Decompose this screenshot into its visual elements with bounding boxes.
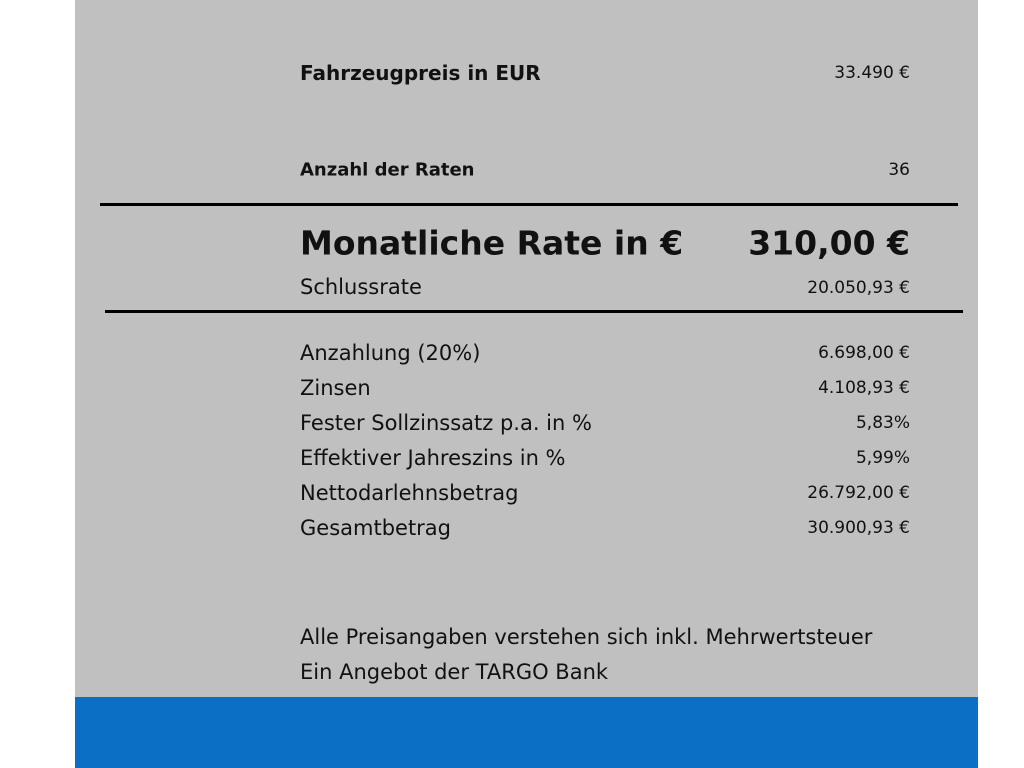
detail-value: 6.698,00 € [818,343,910,363]
detail-value: 30.900,93 € [807,518,910,538]
detail-label: Zinsen [300,376,371,400]
final-rate-value: 20.050,93 € [807,278,910,298]
detail-value: 4.108,93 € [818,378,910,398]
footer-band [75,697,978,768]
panel [75,0,978,697]
detail-label: Anzahlung (20%) [300,341,481,365]
detail-value: 5,99% [855,448,910,468]
detail-value: 5,83% [855,413,910,433]
detail-value: 26.792,00 € [807,483,910,503]
note: Ein Angebot der TARGO Bank [300,660,609,684]
price-value: 33.490 € [834,63,910,83]
detail-label: Nettodarlehnsbetrag [300,481,519,505]
monthly-rate-value: 310,00 € [748,223,910,263]
divider [105,310,963,313]
detail-label: Fester Sollzinssatz p.a. in % [300,411,592,435]
price-label: Fahrzeugpreis in EUR [300,61,541,85]
detail-label: Gesamtbetrag [300,516,452,540]
monthly-rate-label: Monatliche Rate in € [300,223,684,263]
installments-label: Anzahl der Raten [300,159,475,181]
detail-label: Effektiver Jahreszins in % [300,446,566,470]
final-rate-label: Schlussrate [300,275,422,299]
divider [100,203,958,206]
installments-value: 36 [888,160,910,180]
note: Alle Preisangaben verstehen sich inkl. M… [300,625,873,649]
